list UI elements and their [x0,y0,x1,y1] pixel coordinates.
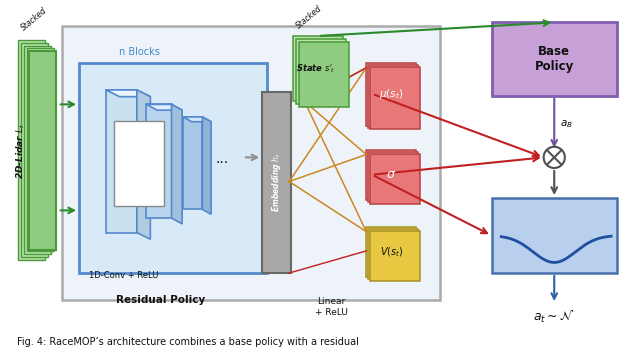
FancyBboxPatch shape [366,150,417,200]
Text: $\sigma$: $\sigma$ [386,168,396,181]
FancyBboxPatch shape [296,39,346,104]
Text: Linear
+ ReLU: Linear + ReLU [315,297,348,317]
Text: $a_t \sim \mathcal{N}$: $a_t \sim \mathcal{N}$ [533,308,575,325]
FancyBboxPatch shape [79,63,267,273]
FancyBboxPatch shape [368,152,419,202]
FancyBboxPatch shape [19,40,45,260]
Text: Fig. 4: RaceMOP’s architecture combines a base policy with a residual: Fig. 4: RaceMOP’s architecture combines … [17,337,359,347]
Text: Embedding $h_t$: Embedding $h_t$ [270,152,283,212]
Polygon shape [183,117,211,122]
FancyBboxPatch shape [27,49,54,251]
Polygon shape [147,104,172,218]
Text: Residual Policy: Residual Policy [116,295,205,305]
Text: $V(s_t)$: $V(s_t)$ [380,245,403,259]
Polygon shape [183,117,202,209]
FancyBboxPatch shape [21,43,48,257]
FancyBboxPatch shape [24,45,51,254]
FancyBboxPatch shape [368,65,419,127]
FancyBboxPatch shape [29,51,56,250]
Text: 1D-Conv + ReLU: 1D-Conv + ReLU [89,271,158,280]
FancyBboxPatch shape [492,198,617,273]
Polygon shape [106,90,137,233]
Text: $a_B$: $a_B$ [560,118,573,130]
FancyBboxPatch shape [366,63,417,126]
Text: n Blocks: n Blocks [120,47,161,57]
FancyBboxPatch shape [293,36,343,102]
FancyBboxPatch shape [492,22,617,96]
Circle shape [543,147,565,168]
FancyBboxPatch shape [370,153,420,204]
Text: Base
Policy: Base Policy [534,45,574,73]
Polygon shape [172,104,182,224]
Text: Stacked: Stacked [295,4,324,30]
Polygon shape [202,117,211,214]
Polygon shape [137,90,150,239]
FancyBboxPatch shape [366,227,417,277]
FancyBboxPatch shape [262,92,291,273]
FancyBboxPatch shape [370,231,420,281]
FancyBboxPatch shape [370,67,420,130]
Text: 2D-Lidar $L_t$: 2D-Lidar $L_t$ [15,122,28,179]
Text: Stacked: Stacked [19,5,49,32]
FancyBboxPatch shape [114,121,164,206]
Text: State $s'_t$: State $s'_t$ [296,62,336,75]
Text: ...: ... [215,152,228,166]
Polygon shape [106,90,150,97]
Polygon shape [147,104,182,110]
Text: $\mu(s_t)$: $\mu(s_t)$ [379,87,404,101]
FancyBboxPatch shape [61,26,440,300]
FancyBboxPatch shape [299,42,349,107]
FancyBboxPatch shape [368,229,419,279]
